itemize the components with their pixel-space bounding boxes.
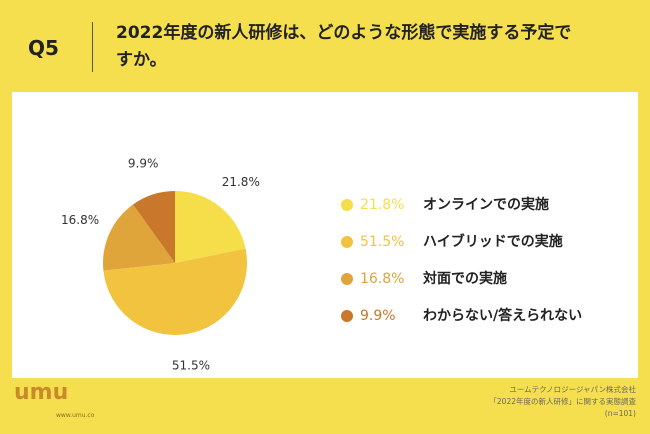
pie-slice [103,248,247,335]
legend-value: 51.5% [360,234,404,250]
divider [92,22,93,72]
legend-label: わからない/答えられない [423,307,582,324]
source-line: ユームテクノロジージャパン株式会社 [509,385,636,394]
legend-value: 9.9% [360,308,396,324]
source-line: 「2022年度の新人研修」に関する実態調査 [489,397,636,406]
legend-marker [341,273,353,285]
legend-value: 16.8% [360,271,404,287]
legend-label: オンラインでの実施 [423,196,549,213]
logo: umu [14,380,69,405]
question-number: Q5 [28,36,59,60]
legend-label: ハイブリッドでの実施 [423,233,563,250]
source-line: (n=101) [604,409,636,418]
data-label: 51.5% [172,358,210,372]
data-label: 16.8% [61,213,99,227]
pie-slice [175,191,246,263]
legend-label: 対面での実施 [422,270,507,287]
data-label: 9.9% [128,156,159,170]
pie-slice [133,191,175,263]
legend-marker [341,310,353,322]
legend-marker [341,199,353,211]
legend-marker [341,236,353,248]
source: ユームテクノロジージャパン株式会社 「2022年度の新人研修」に関する実態調査 … [489,384,636,420]
pie-slice [102,204,175,271]
chart-title: 2022年度の新人研修は、どのような形態で実施する予定ですか。 [116,23,572,70]
legend-value: 21.8% [360,197,404,213]
data-label: 21.8% [222,175,260,189]
logo-url: www.umu.co [56,412,95,419]
